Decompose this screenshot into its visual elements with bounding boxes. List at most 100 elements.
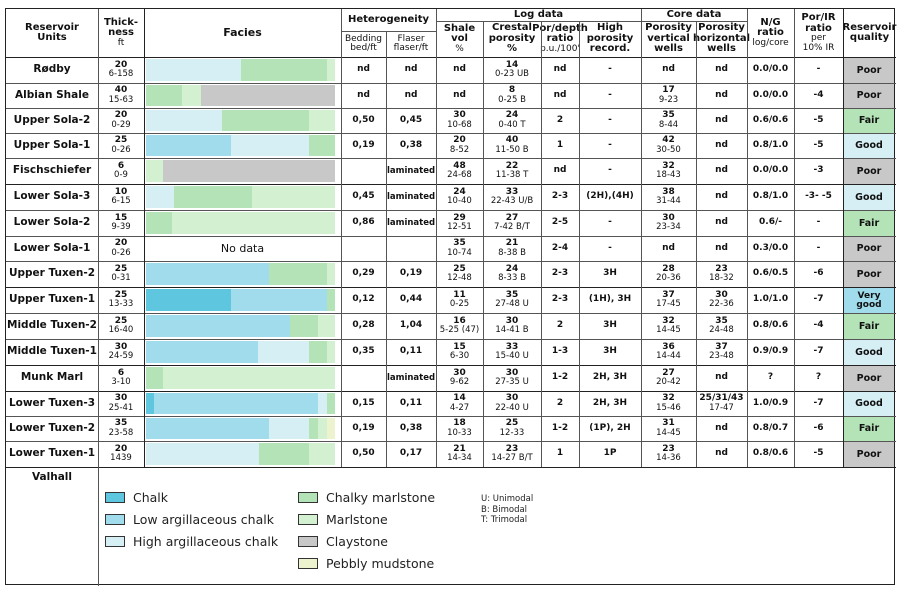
ng-ratio: 0.8/0.6: [747, 441, 794, 467]
thickness-value: 10: [114, 186, 128, 197]
modality-note: T: Trimodal: [481, 515, 528, 526]
facies-segment-high-arg-chalk: [257, 341, 309, 363]
crestal-porosity: 33 22-43 U/B: [483, 184, 541, 210]
crestal-porosity: 30 14-41 B: [483, 313, 541, 339]
thickness: 25 13-33: [98, 287, 144, 313]
high-porosity-value: -: [608, 139, 612, 150]
legend-swatch-chalk: [105, 492, 125, 503]
shale-vol: 11 0-25: [436, 287, 483, 313]
bedding-value: 0,29: [352, 268, 375, 279]
quality-badge: Good: [844, 185, 894, 210]
facies-bar: [146, 443, 335, 465]
bedding-value: 0,45: [352, 191, 375, 202]
shale-vol-range: 12-51: [447, 222, 472, 233]
por-depth: 1-2: [541, 365, 579, 391]
flaser-value: laminated: [386, 165, 436, 176]
crestal-porosity-value: 30: [505, 393, 519, 404]
porosity-vertical: 38 31-44: [641, 184, 696, 210]
ng-ratio: 0.8/0.7: [747, 416, 794, 441]
crestal-porosity: 22 11-38 T: [483, 158, 541, 184]
ng-ratio-value: 0.6/0.6: [752, 114, 789, 125]
porosity-vertical-value: 32: [662, 393, 675, 404]
legend-item: High argillaceous chalk: [105, 534, 278, 549]
header-thickness-line: ft: [117, 37, 125, 48]
facies-segment-high-arg-chalk: [146, 186, 175, 208]
facies-segment-marlstone: [163, 367, 335, 389]
thickness-value: 40: [114, 85, 128, 96]
row-divider: [6, 210, 896, 211]
por-depth: nd: [541, 158, 579, 184]
row-divider: [6, 57, 896, 58]
porosity-horizontal-range: 17-47: [709, 402, 734, 413]
porosity-vertical-value: nd: [662, 64, 675, 75]
porosity-vertical-range: 20-42: [656, 377, 681, 388]
ng-ratio: 0.9/0.9: [747, 339, 794, 365]
flaser: laminated: [386, 210, 436, 236]
legend-swatch-chalky-marlstone: [298, 492, 318, 503]
high-porosity-value: 2H, 3H: [592, 372, 628, 383]
por-ir-value: -4: [813, 89, 824, 100]
porosity-vertical-range: 31-44: [656, 196, 681, 207]
column-divider: [641, 9, 642, 467]
porosity-vertical-value: 36: [662, 341, 675, 352]
high-porosity-value: -: [608, 217, 612, 228]
row-divider: [6, 133, 896, 134]
ng-ratio: 1.0/0.9: [747, 391, 794, 416]
thickness-range: 0-9: [114, 170, 128, 181]
column-divider: [794, 9, 795, 467]
shale-vol-value: 48: [453, 160, 466, 171]
ng-ratio-value: 0.8/1.0: [752, 191, 789, 202]
bedding: 0,19: [341, 416, 386, 441]
shale-vol: 18 10-33: [436, 416, 483, 441]
facies-segment-marlstone: [251, 186, 335, 208]
porosity-horizontal: nd: [696, 83, 747, 108]
thickness-range: 0-31: [111, 273, 131, 284]
high-porosity-value: 3H: [603, 268, 617, 279]
facies-segment-high-arg-chalk: [268, 418, 309, 439]
high-porosity-value: 2H, 3H: [592, 397, 628, 408]
por-ir: -: [794, 57, 843, 83]
facies-segment-low-arg-chalk: [231, 289, 328, 311]
crestal-porosity: 25 12-33: [483, 416, 541, 441]
por-depth-value: 1-2: [551, 422, 569, 433]
porosity-vertical-range: 8-44: [658, 119, 679, 130]
thickness-value: 6: [117, 367, 125, 378]
ng-ratio: 0.0/0.0: [747, 83, 794, 108]
shale-vol-value: 15: [453, 341, 466, 352]
crestal-porosity-value: 21: [505, 238, 519, 249]
por-ir-value: -: [816, 64, 821, 75]
legend-label: Low argillaceous chalk: [133, 512, 274, 527]
porosity-vertical-value: 17: [662, 85, 675, 96]
por-ir-value: -5: [813, 448, 824, 459]
facies-no-data: No data: [220, 241, 265, 255]
header-bedding-line: Bedding: [344, 33, 383, 44]
header-thickness-line: Thick-: [103, 16, 139, 28]
legend-swatch-low-arg-chalk: [105, 514, 125, 525]
facies-segment-chalky-marlstone: [146, 212, 173, 234]
flaser-value: 1,04: [399, 320, 423, 331]
crestal-porosity-range: 22-40 U: [495, 402, 529, 413]
porosity-horizontal: nd: [696, 210, 747, 236]
legend-item: Chalky marlstone: [298, 490, 435, 505]
ng-ratio: 0.6/-: [747, 210, 794, 236]
thickness-range: 23-58: [108, 427, 134, 438]
por-depth-value: nd: [553, 165, 567, 176]
crestal-porosity-value: 23: [505, 443, 519, 454]
por-ir-value: -5: [813, 139, 824, 150]
facies-segment-chalky-marlstone: [240, 59, 328, 81]
porosity-vertical-range: 9-23: [658, 94, 679, 105]
crestal-porosity-range: 0-40 T: [498, 119, 526, 130]
porosity-vertical-value: 23: [662, 443, 675, 454]
porosity-vertical: 30 23-34: [641, 210, 696, 236]
high-porosity: -: [579, 108, 641, 133]
shale-vol-value: 29: [453, 212, 466, 223]
facies-segment-marlstone: [308, 443, 335, 465]
facies-segment-claystone: [163, 160, 335, 182]
porosity-horizontal-value: nd: [715, 242, 728, 253]
shale-vol: nd: [436, 57, 483, 83]
thickness: 25 0-26: [98, 133, 144, 158]
crestal-porosity-value: 24: [505, 263, 519, 274]
porosity-horizontal-range: 24-48: [709, 325, 734, 336]
row-divider: [6, 467, 896, 468]
quality-badge: Poor: [844, 442, 894, 467]
